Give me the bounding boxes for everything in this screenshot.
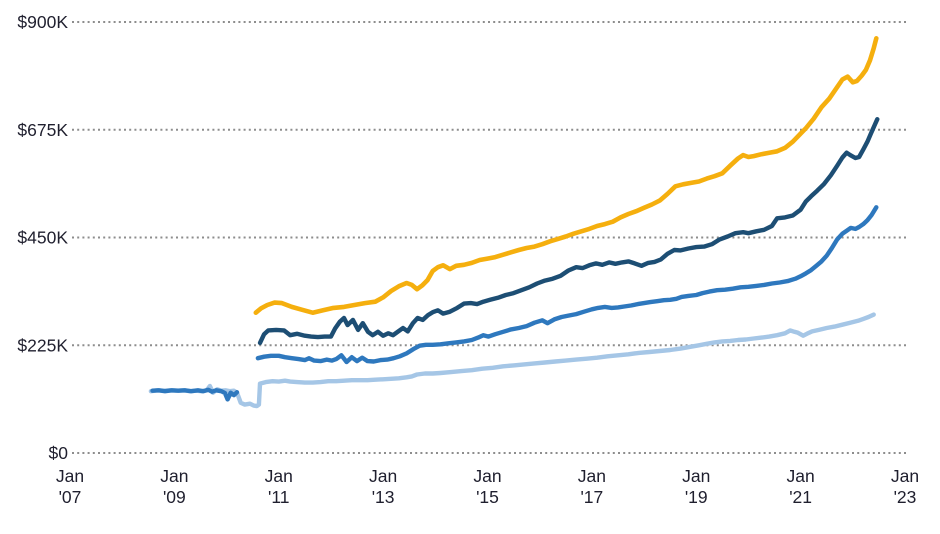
x-tick-month: Jan (265, 466, 293, 486)
y-tick-label: $450K (17, 228, 68, 248)
series-line-medium-blue-seg1 (255, 205, 879, 365)
x-tick-year: '17 (580, 487, 603, 507)
x-tick-month: Jan (891, 466, 919, 486)
x-tick-month: Jan (160, 466, 188, 486)
y-tick-label: $0 (49, 443, 69, 463)
x-tick-label: Jan'11 (265, 466, 293, 507)
x-tick-year: '21 (789, 487, 812, 507)
x-tick-month: Jan (369, 466, 397, 486)
y-tick-label: $675K (17, 120, 68, 140)
x-tick-year: '23 (894, 487, 917, 507)
x-tick-month: Jan (473, 466, 501, 486)
x-tick-year: '15 (476, 487, 499, 507)
x-tick-label: Jan'23 (891, 466, 919, 507)
x-tick-label: Jan'19 (682, 466, 710, 507)
x-tick-month: Jan (787, 466, 815, 486)
series-line-dark-navy-blue (257, 116, 880, 346)
y-tick-label: $225K (17, 335, 68, 355)
x-tick-month: Jan (578, 466, 606, 486)
x-tick-label: Jan'21 (787, 466, 815, 507)
x-tick-month: Jan (56, 466, 84, 486)
y-tick-label: $900K (17, 12, 68, 32)
x-tick-label: Jan'07 (56, 466, 84, 507)
x-tick-year: '13 (372, 487, 395, 507)
x-axis-labels: Jan'07Jan'09Jan'11Jan'13Jan'15Jan'17Jan'… (56, 466, 919, 507)
x-tick-year: '07 (59, 487, 82, 507)
series-line-medium-blue-seg0 (150, 387, 240, 402)
x-tick-year: '19 (685, 487, 708, 507)
x-tick-label: Jan'13 (369, 466, 397, 507)
x-tick-label: Jan'17 (578, 466, 606, 507)
x-tick-month: Jan (682, 466, 710, 486)
series-lines (148, 35, 880, 409)
x-tick-label: Jan'15 (473, 466, 501, 507)
series-line-gold (253, 35, 879, 316)
x-tick-year: '11 (268, 487, 290, 507)
y-axis-labels: $0 $225K $450K $675K $900K (17, 12, 68, 463)
x-tick-label: Jan'09 (160, 466, 188, 507)
x-tick-year: '09 (163, 487, 186, 507)
